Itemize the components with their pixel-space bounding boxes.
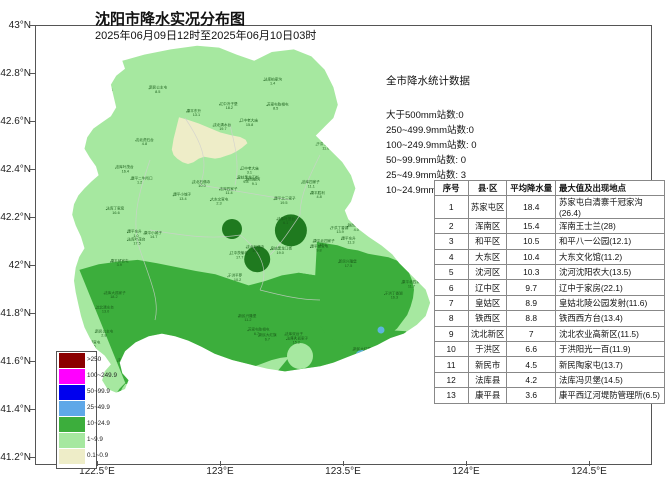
svg-text:13.1: 13.1	[371, 230, 378, 234]
svg-text:于洪平罗: 于洪平罗	[358, 88, 373, 93]
svg-text:13.0: 13.0	[102, 310, 109, 314]
svg-text:13.1: 13.1	[193, 113, 200, 117]
svg-text:18.8: 18.8	[411, 219, 418, 223]
svg-text:8.5: 8.5	[155, 90, 160, 94]
svg-text:和平马路湾: 和平马路湾	[365, 225, 383, 230]
svg-text:4.8: 4.8	[317, 195, 322, 199]
svg-text:11.3: 11.3	[347, 241, 354, 245]
svg-text:1.2: 1.2	[137, 181, 142, 185]
svg-text:10.0: 10.0	[218, 387, 225, 391]
svg-text:6.1: 6.1	[283, 221, 288, 225]
svg-text:11.2: 11.2	[244, 318, 251, 322]
svg-text:3.1: 3.1	[247, 171, 252, 175]
svg-text:2.3: 2.3	[216, 202, 221, 206]
svg-text:19.5: 19.5	[280, 201, 287, 205]
svg-text:8.5: 8.5	[419, 101, 424, 105]
svg-text:11.1: 11.1	[308, 184, 315, 188]
svg-text:14.0: 14.0	[419, 367, 426, 371]
svg-text:13.9: 13.9	[336, 230, 343, 234]
svg-text:新民东蛮子营: 新民东蛮子营	[313, 380, 335, 385]
svg-text:12.1: 12.1	[300, 400, 307, 404]
svg-text:法库双台子: 法库双台子	[362, 119, 380, 124]
svg-text:9.1: 9.1	[252, 182, 257, 186]
svg-text:14.6: 14.6	[220, 397, 227, 401]
svg-text:康平东升: 康平东升	[99, 87, 114, 92]
svg-text:4.8: 4.8	[142, 142, 147, 146]
svg-text:法库大孤家子: 法库大孤家子	[257, 387, 279, 392]
svg-text:19.0: 19.0	[239, 370, 246, 374]
svg-text:19.0: 19.0	[277, 251, 284, 255]
svg-text:11.4: 11.4	[226, 191, 233, 195]
svg-text:15.6: 15.6	[252, 249, 259, 253]
svg-text:10.0: 10.0	[198, 184, 205, 188]
svg-text:辽中冷子堡: 辽中冷子堡	[405, 214, 423, 219]
svg-text:16.6: 16.6	[112, 211, 119, 215]
svg-text:17.5: 17.5	[345, 264, 352, 268]
svg-text:康平郝官屯: 康平郝官屯	[82, 339, 100, 344]
svg-text:3.2: 3.2	[291, 336, 296, 340]
svg-text:18.2: 18.2	[226, 106, 233, 110]
svg-text:11.7: 11.7	[364, 93, 371, 97]
svg-text:8.8: 8.8	[263, 393, 268, 397]
svg-text:18.2: 18.2	[110, 295, 117, 299]
svg-text:6.7: 6.7	[265, 337, 270, 341]
svg-text:6.7: 6.7	[254, 332, 259, 336]
svg-text:5.2: 5.2	[366, 135, 371, 139]
svg-text:辽中老大庙: 辽中老大庙	[413, 96, 431, 101]
svg-text:11.6: 11.6	[322, 146, 329, 150]
svg-text:10.1: 10.1	[226, 387, 233, 391]
svg-text:14.5: 14.5	[111, 397, 118, 401]
svg-text:沈北石佛寺: 沈北石佛寺	[418, 64, 436, 69]
svg-text:17.5: 17.5	[133, 242, 140, 246]
svg-text:7.2: 7.2	[260, 383, 265, 387]
svg-text:14.6: 14.6	[88, 345, 95, 349]
svg-text:19.7: 19.7	[219, 127, 226, 131]
svg-text:法库孟家: 法库孟家	[212, 381, 227, 386]
svg-text:15.2: 15.2	[319, 386, 326, 390]
svg-text:14.7: 14.7	[150, 235, 157, 239]
svg-text:15.8: 15.8	[246, 123, 253, 127]
svg-text:16.3: 16.3	[391, 296, 398, 300]
svg-text:新民胡家窝堡: 新民胡家窝堡	[360, 129, 382, 134]
svg-text:3.9: 3.9	[117, 263, 122, 267]
svg-text:2.8: 2.8	[101, 334, 106, 338]
svg-text:4.0: 4.0	[354, 228, 359, 232]
svg-text:沈北道义: 沈北道义	[353, 106, 368, 111]
svg-text:13.4: 13.4	[179, 197, 186, 201]
svg-text:17.7: 17.7	[236, 255, 243, 259]
svg-text:法库孟家: 法库孟家	[214, 392, 229, 397]
svg-text:9.8: 9.8	[316, 249, 321, 253]
svg-text:新民大柳屯北: 新民大柳屯北	[413, 362, 435, 367]
svg-text:10.2: 10.2	[234, 278, 241, 282]
svg-text:15.2: 15.2	[293, 341, 300, 345]
svg-text:9.8: 9.8	[243, 180, 248, 184]
svg-text:8.4: 8.4	[379, 159, 384, 163]
svg-text:5.8: 5.8	[368, 124, 373, 128]
svg-text:沈北道义: 沈北道义	[294, 395, 309, 400]
svg-text:1.4: 1.4	[270, 82, 275, 86]
svg-text:苏家屯十里河: 苏家屯十里河	[233, 365, 255, 370]
svg-text:14.8: 14.8	[359, 351, 366, 355]
svg-text:5.5: 5.5	[105, 93, 110, 97]
svg-text:11.7: 11.7	[408, 284, 415, 288]
svg-text:8.5: 8.5	[273, 107, 278, 111]
svg-text:16.4: 16.4	[122, 169, 129, 173]
svg-text:苏家屯陈相屯: 苏家屯陈相屯	[220, 382, 242, 387]
svg-text:16.6: 16.6	[359, 111, 366, 115]
svg-text:新民大红旗: 新民大红旗	[254, 378, 272, 383]
